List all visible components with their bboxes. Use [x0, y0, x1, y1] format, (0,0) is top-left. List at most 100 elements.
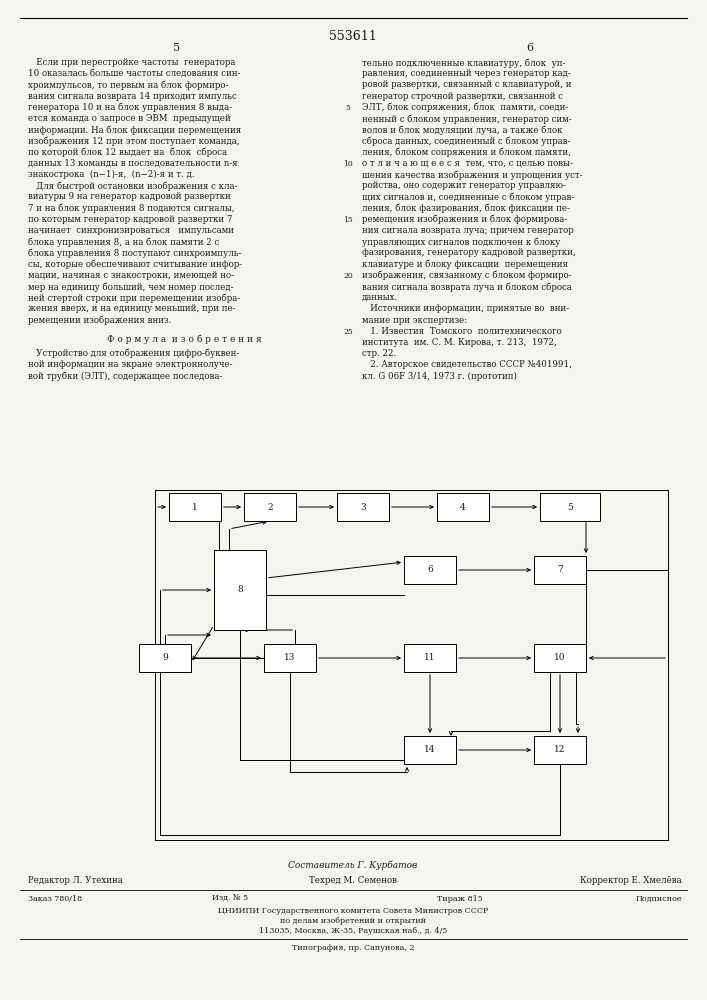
Text: 15: 15 — [343, 216, 353, 224]
Text: Редактор Л. Утехина: Редактор Л. Утехина — [28, 876, 123, 885]
Text: ремещения изображения и блок формирова-: ремещения изображения и блок формирова- — [362, 215, 567, 224]
Text: 6: 6 — [527, 43, 534, 53]
Text: Ф о р м у л а  и з о б р е т е н и я: Ф о р м у л а и з о б р е т е н и я — [107, 335, 262, 344]
Text: вания сигнала возврата луча и блоком сброса: вания сигнала возврата луча и блоком сбр… — [362, 282, 572, 292]
Text: 1. Известия  Томского  политехнического: 1. Известия Томского политехнического — [362, 327, 562, 336]
Text: 7: 7 — [557, 566, 563, 574]
Bar — [214, 550, 266, 630]
Text: Для быстрой остановки изображения с кла-: Для быстрой остановки изображения с кла- — [28, 181, 238, 191]
Text: 113035, Москва, Ж-35, Раушская наб., д. 4/5: 113035, Москва, Ж-35, Раушская наб., д. … — [259, 927, 448, 935]
Text: вания сигнала возврата 14 приходит импульс: вания сигнала возврата 14 приходит импул… — [28, 92, 237, 101]
Bar — [534, 644, 586, 672]
Text: 9: 9 — [162, 654, 168, 662]
Text: ройства, оно содержит генератор управляю-: ройства, оно содержит генератор управляю… — [362, 181, 566, 190]
Text: Тираж 815: Тираж 815 — [437, 895, 483, 903]
Text: информации. На блок фиксации перемещения: информации. На блок фиксации перемещения — [28, 125, 241, 135]
Text: генератора 10 и на блок управления 8 выда-: генератора 10 и на блок управления 8 выд… — [28, 103, 232, 112]
Text: 5: 5 — [173, 43, 180, 53]
Text: Типография, пр. Сапунова, 2: Типография, пр. Сапунова, 2 — [292, 944, 414, 952]
Text: мер на единицу больший, чем номер послед-: мер на единицу больший, чем номер послед… — [28, 282, 233, 292]
Text: мание при экспертизе:: мание при экспертизе: — [362, 316, 467, 325]
Text: Техред М. Семенов: Техред М. Семенов — [309, 876, 397, 885]
Text: ремещении изображения вниз.: ремещении изображения вниз. — [28, 316, 171, 325]
Bar — [404, 644, 456, 672]
Text: ния сигнала возврата луча; причем генератор: ния сигнала возврата луча; причем генера… — [362, 226, 574, 235]
Text: данных.: данных. — [362, 293, 398, 302]
Text: 5: 5 — [567, 502, 573, 512]
Text: жения вверх, и на единицу меньший, при пе-: жения вверх, и на единицу меньший, при п… — [28, 304, 235, 313]
Text: сы, которые обеспечивают считывание инфор-: сы, которые обеспечивают считывание инфо… — [28, 260, 242, 269]
Text: сброса данных, соединенный с блоком управ-: сброса данных, соединенный с блоком упра… — [362, 136, 571, 146]
Text: 3: 3 — [360, 502, 366, 512]
Text: мации, начиная с знакостроки, имеющей но-: мации, начиная с знакостроки, имеющей но… — [28, 271, 234, 280]
Bar — [244, 493, 296, 521]
Text: Корректор Е. Хмелёва: Корректор Е. Хмелёва — [580, 876, 682, 885]
Text: 2: 2 — [267, 502, 273, 512]
Text: фазирования, генератору кадровой развертки,: фазирования, генератору кадровой разверт… — [362, 248, 575, 257]
Text: волов и блок модуляции луча, а также блок: волов и блок модуляции луча, а также бло… — [362, 125, 563, 135]
Text: 4: 4 — [460, 502, 466, 512]
Text: щих сигналов и, соединенные с блоком управ-: щих сигналов и, соединенные с блоком упр… — [362, 192, 574, 202]
Text: шения качества изображения и упрощения уст-: шения качества изображения и упрощения у… — [362, 170, 583, 180]
Text: по которым генератор кадровой развертки 7: по которым генератор кадровой развертки … — [28, 215, 233, 224]
Text: 2. Авторское свидетельство СССР №401991,: 2. Авторское свидетельство СССР №401991, — [362, 360, 572, 369]
Text: 25: 25 — [343, 328, 353, 336]
Text: о т л и ч а ю щ е е с я  тем, что, с целью повы-: о т л и ч а ю щ е е с я тем, что, с цель… — [362, 159, 573, 168]
Bar — [404, 556, 456, 584]
Bar — [139, 644, 191, 672]
Text: вой трубки (ЭЛТ), содержащее последова-: вой трубки (ЭЛТ), содержащее последова- — [28, 371, 222, 381]
Text: Изд. № 5: Изд. № 5 — [212, 895, 248, 903]
Text: института  им. С. М. Кирова, т. 213,  1972,: института им. С. М. Кирова, т. 213, 1972… — [362, 338, 557, 347]
Bar — [534, 736, 586, 764]
Text: 10 оказалась больше частоты следования син-: 10 оказалась больше частоты следования с… — [28, 69, 240, 78]
Bar — [169, 493, 221, 521]
Bar — [437, 493, 489, 521]
Text: знакострока  (n−1)-я,  (n−2)-я и т. д.: знакострока (n−1)-я, (n−2)-я и т. д. — [28, 170, 194, 179]
Text: виатуры 9 на генератор кадровой развертки: виатуры 9 на генератор кадровой развертк… — [28, 192, 230, 201]
Bar — [540, 493, 600, 521]
Text: Если при перестройке частоты  генератора: Если при перестройке частоты генератора — [28, 58, 235, 67]
Text: изображения, связанному с блоком формиро-: изображения, связанному с блоком формиро… — [362, 271, 571, 280]
Text: Составитель Г. Курбатов: Составитель Г. Курбатов — [288, 860, 418, 869]
Text: 14: 14 — [424, 746, 436, 754]
Text: хроимпульсов, то первым на блок формиро-: хроимпульсов, то первым на блок формиро- — [28, 80, 228, 90]
Text: 6: 6 — [427, 566, 433, 574]
Text: ления, блоком сопряжения и блоком памяти,: ления, блоком сопряжения и блоком памяти… — [362, 148, 571, 157]
Bar — [264, 644, 316, 672]
Text: кл. G 06F 3/14, 1973 г. (прототип): кл. G 06F 3/14, 1973 г. (прототип) — [362, 372, 517, 381]
Text: Заказ 780/18: Заказ 780/18 — [28, 895, 82, 903]
Text: Устройство для отображения цифро-буквен-: Устройство для отображения цифро-буквен- — [28, 349, 239, 358]
Text: 11: 11 — [424, 654, 436, 662]
Text: изображения 12 при этом поступает команда,: изображения 12 при этом поступает команд… — [28, 136, 240, 146]
Text: 1: 1 — [192, 502, 198, 512]
Text: ненный с блоком управления, генератор сим-: ненный с блоком управления, генератор си… — [362, 114, 572, 123]
Text: 553611: 553611 — [329, 30, 377, 43]
Text: 13: 13 — [284, 654, 296, 662]
Text: ровой развертки, связанный с клавиатурой, и: ровой развертки, связанный с клавиатурой… — [362, 80, 571, 89]
Text: ЦНИИПИ Государственного комитета Совета Министров СССР: ЦНИИПИ Государственного комитета Совета … — [218, 907, 488, 915]
Text: ления, блок фазирования, блок фиксации пе-: ления, блок фазирования, блок фиксации п… — [362, 204, 570, 213]
Text: ется команда о запросе в ЭВМ  предыдущей: ется команда о запросе в ЭВМ предыдущей — [28, 114, 230, 123]
Text: данных 13 команды в последовательности n-я: данных 13 команды в последовательности n… — [28, 159, 238, 168]
Text: ной информации на экране электроннолуче-: ной информации на экране электроннолуче- — [28, 360, 233, 369]
Text: начинает  синхронизироваться   импульсами: начинает синхронизироваться импульсами — [28, 226, 234, 235]
Text: Подписное: Подписное — [636, 895, 682, 903]
Text: 10: 10 — [554, 654, 566, 662]
Text: 12: 12 — [554, 746, 566, 754]
Text: 5: 5 — [346, 104, 351, 112]
Text: ЭЛТ, блок сопряжения, блок  памяти, соеди-: ЭЛТ, блок сопряжения, блок памяти, соеди… — [362, 103, 568, 112]
Text: 7 и на блок управления 8 подаются сигналы,: 7 и на блок управления 8 подаются сигнал… — [28, 204, 235, 213]
Text: блока управления 8 поступают синхроимпуль-: блока управления 8 поступают синхроимпул… — [28, 248, 241, 258]
Text: по делам изобретений и открытий: по делам изобретений и открытий — [280, 917, 426, 925]
Text: стр. 22.: стр. 22. — [362, 349, 396, 358]
Bar — [534, 556, 586, 584]
Text: тельно подключенные клавиатуру, блок  уп-: тельно подключенные клавиатуру, блок уп- — [362, 58, 566, 68]
Text: управляющих сигналов подключен к блоку: управляющих сигналов подключен к блоку — [362, 237, 561, 247]
Bar — [404, 736, 456, 764]
Text: Источники информации, принятые во  вни-: Источники информации, принятые во вни- — [362, 304, 569, 313]
Text: 20: 20 — [343, 272, 353, 280]
Text: 8: 8 — [237, 585, 243, 594]
Text: ней стертой строки при перемещении изобра-: ней стертой строки при перемещении изобр… — [28, 293, 240, 303]
Text: 10: 10 — [343, 160, 353, 168]
Text: блока управления 8, а на блок памяти 2 с: блока управления 8, а на блок памяти 2 с — [28, 237, 219, 247]
